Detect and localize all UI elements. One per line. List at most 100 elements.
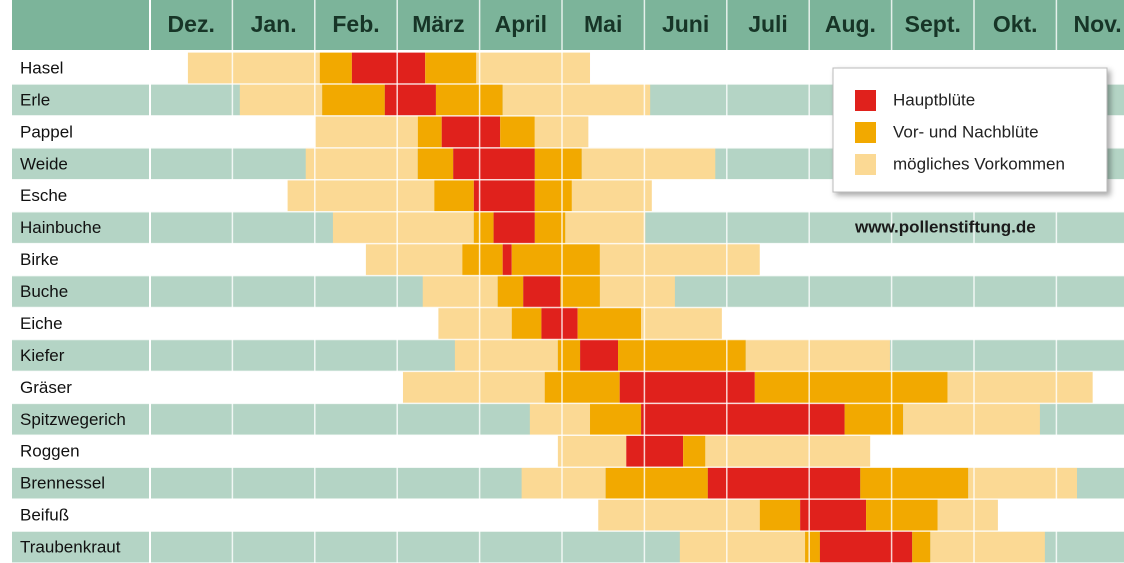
bloom-segment [497, 275, 524, 308]
bloom-segment [422, 275, 498, 308]
bloom-segment [476, 52, 591, 84]
bloom-segment [434, 179, 474, 212]
row-label: Eiche [20, 314, 63, 333]
bloom-segment [571, 179, 652, 212]
legend-swatch [855, 90, 876, 111]
row-label: Spitzwegerich [20, 410, 126, 429]
row-label: Roggen [20, 442, 80, 461]
bloom-segment [805, 531, 820, 563]
bloom-segment [626, 435, 684, 468]
bloom-segment [930, 531, 1045, 563]
month-label: Feb. [332, 11, 379, 37]
bloom-segment [800, 499, 867, 532]
bloom-segment [598, 499, 760, 532]
row-label: Weide [20, 154, 68, 173]
month-label: Juli [748, 11, 788, 37]
month-label: Nov. [1074, 11, 1122, 37]
bloom-segment [759, 499, 801, 532]
bloom-segment [937, 499, 998, 532]
bloom-segment [619, 371, 755, 404]
bloom-segment [365, 243, 463, 276]
bloom-segment [523, 275, 561, 308]
bloom-segment [384, 83, 436, 116]
row-label: Hainbuche [20, 218, 101, 237]
bloom-segment [315, 115, 418, 148]
bloom-segment [866, 499, 938, 532]
row-label: Beifuß [20, 506, 69, 525]
bloom-segment [577, 307, 642, 340]
bloom-segment [287, 179, 435, 212]
bloom-segment [417, 115, 442, 148]
bloom-segment [605, 467, 708, 500]
bloom-segment [417, 147, 454, 180]
bloom-segment [557, 435, 627, 468]
bloom-segment [599, 275, 675, 308]
row-label: Buche [20, 282, 68, 301]
bloom-segment [441, 115, 501, 148]
legend-label: mögliches Vorkommen [893, 154, 1065, 173]
row-label: Erle [20, 90, 50, 109]
bloom-segment [534, 179, 572, 212]
bloom-segment [903, 403, 1040, 436]
bloom-segment [534, 147, 582, 180]
month-label: März [412, 11, 464, 37]
bloom-segment [435, 83, 503, 116]
month-label: Aug. [825, 11, 876, 37]
bloom-segment [319, 52, 352, 84]
legend-label: Hauptblüte [893, 90, 975, 109]
bloom-segment [534, 211, 566, 244]
bloom-segment [860, 467, 969, 500]
row-label: Esche [20, 186, 67, 205]
bloom-segment [754, 371, 948, 404]
bloom-segment [473, 179, 535, 212]
row-label: Brennessel [20, 474, 105, 493]
bloom-segment [502, 243, 512, 276]
bloom-segment [500, 115, 535, 148]
legend-swatch [855, 154, 876, 175]
bloom-segment [912, 531, 931, 563]
bloom-segment [968, 467, 1077, 500]
row-label: Hasel [20, 58, 63, 77]
legend-label: Vor- und Nachblüte [893, 122, 1039, 141]
bloom-segment [581, 147, 716, 180]
bloom-segment [322, 83, 385, 116]
bloom-segment [493, 211, 535, 244]
bloom-segment [502, 83, 651, 116]
bloom-segment [557, 339, 581, 372]
bloom-segment [819, 531, 913, 563]
bloom-segment [462, 243, 503, 276]
bloom-segment [745, 339, 890, 372]
month-label: April [495, 11, 547, 37]
bloom-segment [187, 52, 320, 84]
bloom-segment [560, 275, 600, 308]
bloom-segment [438, 307, 512, 340]
bloom-segment [541, 307, 578, 340]
row-label: Birke [20, 250, 59, 269]
source-url: www.pollenstiftung.de [854, 217, 1036, 236]
bloom-segment [239, 83, 323, 116]
legend-swatch [855, 122, 876, 143]
bloom-segment [679, 531, 806, 563]
row-label: Gräser [20, 378, 72, 397]
bloom-segment [425, 52, 477, 84]
row-label: Traubenkraut [20, 538, 121, 557]
bloom-segment [707, 467, 861, 500]
bloom-segment [351, 52, 426, 84]
header [12, 0, 1124, 50]
bloom-segment [544, 371, 620, 404]
bloom-segment [618, 339, 746, 372]
bloom-segment [590, 403, 642, 436]
bloom-segment [511, 243, 600, 276]
bloom-segment [565, 211, 646, 244]
bloom-segment [521, 467, 606, 500]
bloom-segment [529, 403, 591, 436]
bloom-segment [305, 147, 418, 180]
bloom-segment [332, 211, 474, 244]
bloom-segment [599, 243, 760, 276]
month-label: Mai [584, 11, 622, 37]
month-label: Sept. [905, 11, 961, 37]
month-label: Jan. [251, 11, 297, 37]
bloom-segment [641, 403, 845, 436]
bloom-segment [511, 307, 542, 340]
